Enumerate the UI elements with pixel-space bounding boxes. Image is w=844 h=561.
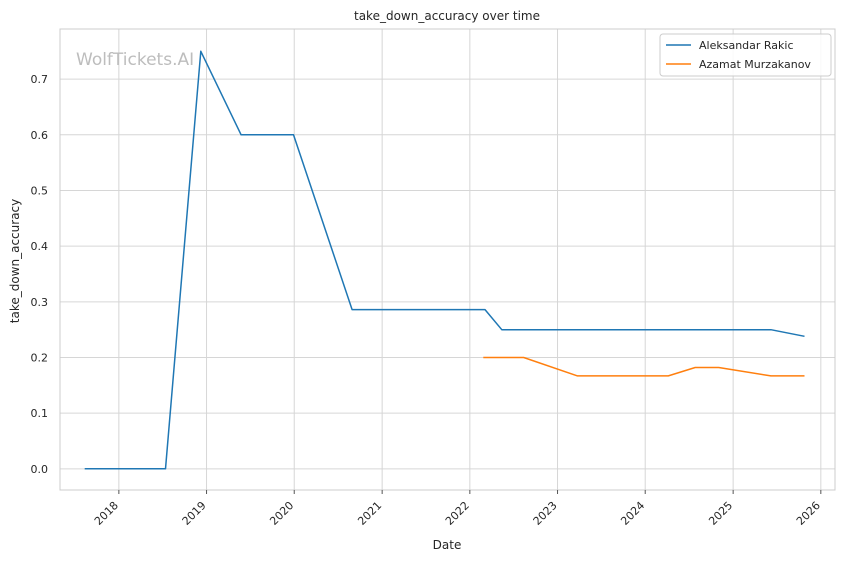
watermark: WolfTickets.AI (76, 50, 194, 70)
y-axis-label: take_down_accuracy (8, 199, 22, 323)
y-tick-label: 0.4 (31, 240, 49, 253)
y-tick-label: 0.6 (31, 129, 49, 142)
legend-box (659, 33, 832, 77)
y-tick-label: 0.0 (31, 463, 49, 476)
y-tick-label: 0.7 (31, 73, 49, 86)
y-tick-label: 0.2 (31, 351, 49, 364)
series-line-azamat-murzakanov (483, 356, 805, 377)
y-tick-label: 0.3 (31, 296, 49, 309)
legend-label-azamat-murzakanov: Azamat Murzakanov (699, 58, 811, 71)
y-tick-label: 0.5 (31, 184, 49, 197)
y-tick-label: 0.1 (31, 407, 49, 420)
y-axis: 0.0 0.1 0.2 0.3 0.4 0.5 0.6 0.7 (31, 73, 49, 476)
x-axis-label: Date (433, 538, 462, 552)
chart-title: take_down_accuracy over time (354, 9, 540, 23)
legend: Aleksandar Rakic Azamat Murzakanov (659, 33, 832, 77)
legend-label-aleksandar-rakic: Aleksandar Rakic (699, 39, 794, 52)
plot-frame (59, 28, 836, 491)
series-layer (84, 50, 805, 470)
x-axis: 2018 2019 2020 2021 2022 2023 2024 2025 2026 (92, 490, 823, 528)
gridlines (60, 29, 835, 490)
series-line-aleksandar-rakic (84, 50, 805, 470)
